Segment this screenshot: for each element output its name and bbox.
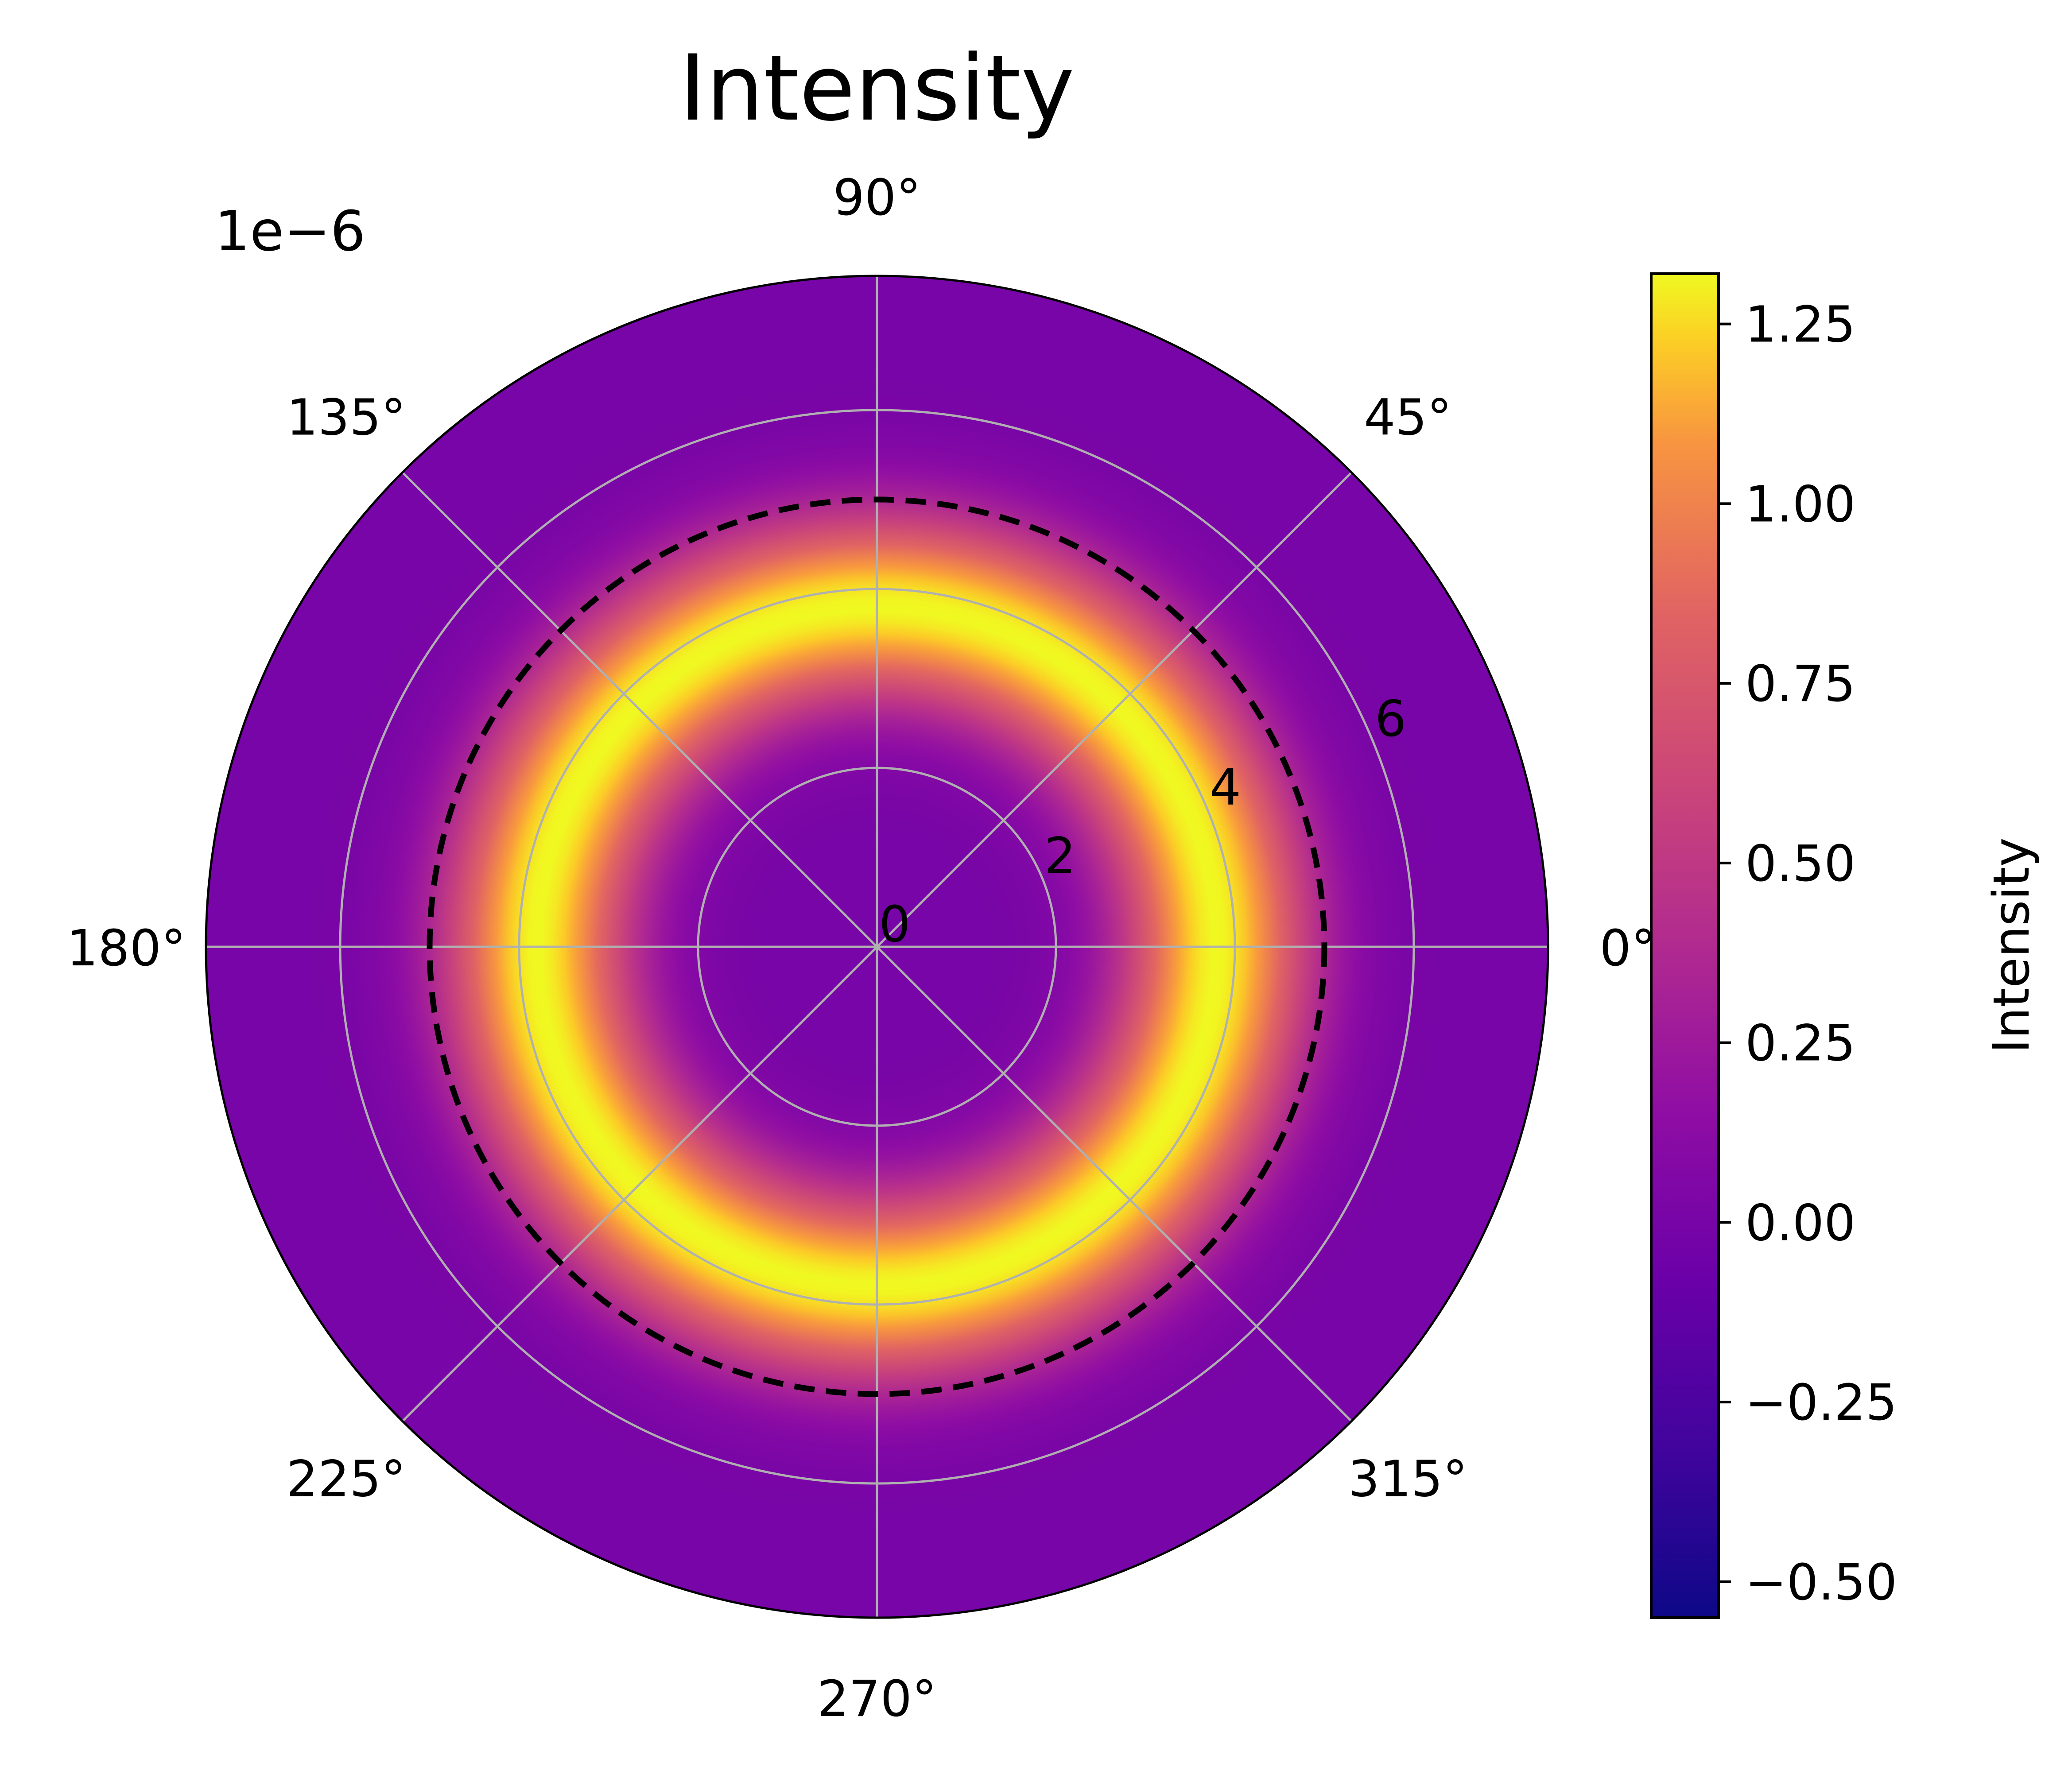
chart-title: Intensity	[679, 36, 1075, 141]
polar-frame	[205, 275, 1549, 1619]
grid	[206, 276, 1548, 1618]
theta-tick-label: 45°	[1364, 389, 1452, 446]
radial-tick-label: 2	[1044, 827, 1076, 885]
theta-tick-label: 135°	[287, 389, 406, 446]
radial-tick-labels: 0 2 4 6	[879, 690, 1406, 953]
radial-tick-label: 6	[1375, 690, 1406, 748]
colorbar-tick-label: 0.50	[1745, 835, 1855, 893]
theta-tick-label: 90°	[833, 169, 921, 227]
colorbar: −0.50 −0.25 0.00 0.25 0.50 0.75 1.00 1.25 Inten…	[1650, 272, 2041, 1619]
colorbar-fill	[1650, 272, 1720, 1619]
colorbar-ticks: −0.50 −0.25 0.00 0.25 0.50 0.75 1.00 1.25	[1719, 296, 1897, 1611]
radial-tick-label: 4	[1210, 759, 1241, 817]
radial-tick-label: 0	[879, 896, 910, 953]
offset-text: 1e−6	[215, 199, 366, 263]
grid-spoke	[401, 471, 878, 948]
theta-tick-labels: 0° 45° 90° 135° 180° 225° 270° 315°	[66, 169, 1656, 1728]
grid-spoke	[876, 471, 1353, 948]
polar-area	[205, 275, 1549, 1619]
dashed-reference-circle	[427, 496, 1327, 1397]
grid-spoke	[876, 946, 1353, 1422]
theta-tick-label: 225°	[287, 1451, 406, 1508]
colorbar-tick-label: 0.75	[1745, 655, 1855, 713]
colorbar-tick-label: 0.25	[1745, 1015, 1855, 1073]
colorbar-tick-label: −0.25	[1745, 1374, 1897, 1432]
grid-spoke	[401, 946, 878, 1422]
colorbar-tick-label: 1.25	[1745, 296, 1855, 354]
colorbar-tick-label: −0.50	[1745, 1554, 1897, 1611]
theta-tick-label: 270°	[817, 1670, 937, 1728]
theta-tick-label: 180°	[66, 920, 186, 977]
colorbar-label: Intensity	[1983, 837, 2041, 1053]
theta-tick-label: 0°	[1599, 920, 1656, 977]
colorbar-tick-label: 1.00	[1745, 476, 1855, 533]
theta-tick-label: 315°	[1348, 1451, 1468, 1508]
colorbar-tick-label: 0.00	[1745, 1194, 1855, 1252]
